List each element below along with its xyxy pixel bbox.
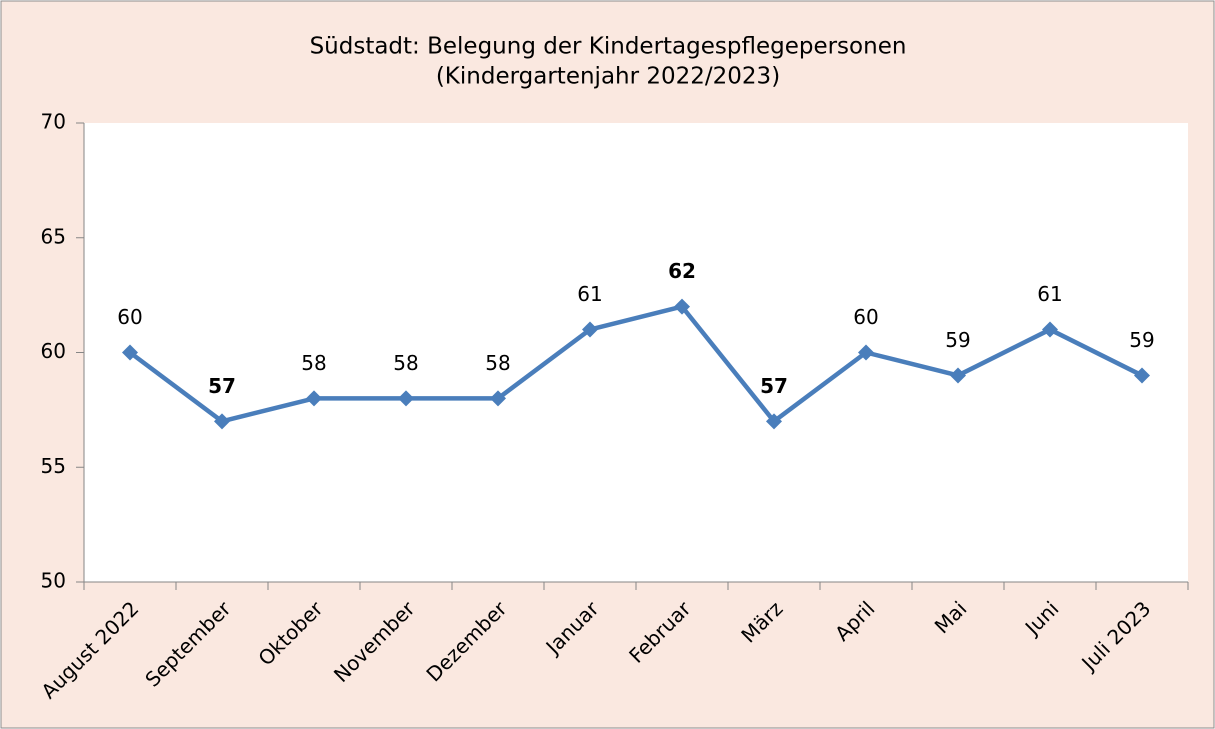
marker (1134, 367, 1150, 384)
data-label: 60 (117, 305, 142, 329)
data-label: 61 (577, 282, 602, 306)
data-label: 58 (301, 351, 326, 375)
marker (214, 413, 230, 430)
marker (858, 344, 874, 361)
y-tick-label: 55 (41, 454, 66, 478)
data-label: 57 (760, 374, 788, 398)
y-tick-label: 70 (41, 110, 66, 134)
y-tick-label: 65 (41, 224, 66, 248)
marker (950, 367, 966, 384)
line (128, 304, 1144, 424)
marker (766, 413, 782, 430)
marker (490, 390, 506, 407)
data-label: 57 (208, 374, 236, 398)
chart-subtitle: (Kindergartenjahr 2022/2023) (436, 64, 780, 90)
data-label: 61 (1037, 282, 1062, 306)
marker (1042, 321, 1058, 338)
marker (582, 321, 598, 338)
chart-title: Südstadt: Belegung der Kindertagespflege… (310, 34, 907, 60)
y-tick-label: 50 (41, 569, 66, 593)
marker (306, 390, 322, 407)
y-tick-label: 60 (41, 339, 66, 363)
plot-area (84, 123, 1188, 582)
marker (122, 344, 138, 361)
marker (398, 390, 414, 407)
data-label: 60 (853, 305, 878, 329)
data-label: 59 (945, 328, 970, 352)
data-label: 58 (485, 351, 510, 375)
data-label: 59 (1129, 328, 1154, 352)
data-label: 62 (668, 259, 696, 283)
data-label: 58 (393, 351, 418, 375)
marker (674, 298, 690, 315)
